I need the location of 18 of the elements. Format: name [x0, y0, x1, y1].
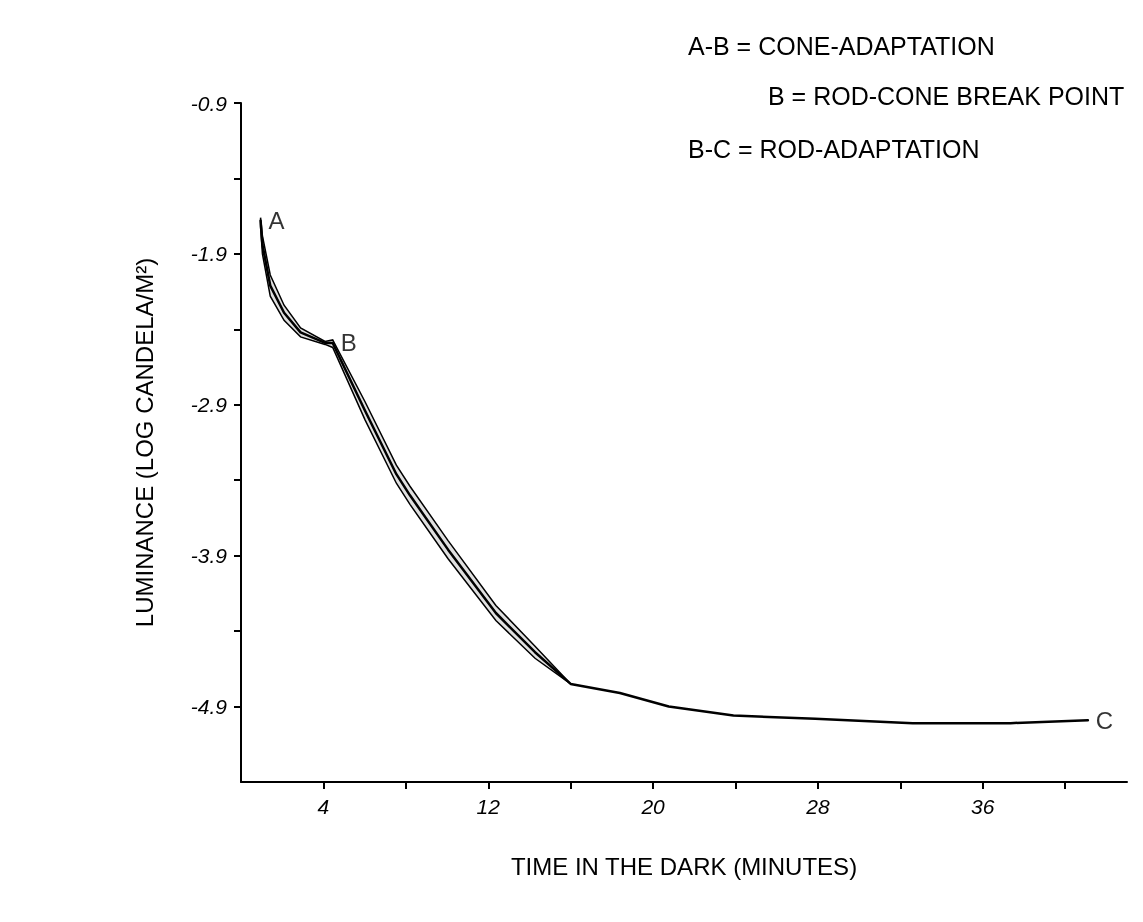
y-tick-label: -4.9: [190, 695, 228, 719]
x-tick-label: 36: [971, 795, 995, 818]
text: A-B = CONE-ADAPTATION: [688, 31, 995, 60]
y-tick-label: -1.9: [190, 242, 228, 266]
x-tick-label: 28: [805, 795, 830, 818]
annotation: B-C = ROD-ADAPTATION: [688, 134, 980, 163]
y-axis-title: LUMINANCE (LOG CANDELA/M²): [130, 257, 158, 628]
annotation: B = ROD-CONE BREAK POINT: [768, 81, 1125, 110]
x-tick-label: 12: [476, 795, 501, 818]
y-tick-label: -2.9: [190, 393, 228, 417]
x-tick-label: 4: [317, 795, 330, 818]
y-tick-label: -3.9: [190, 544, 228, 568]
x-tick-label: 20: [640, 795, 666, 818]
x-axis-title: TIME IN THE DARK (MINUTES): [510, 852, 858, 880]
annotation: C: [1095, 706, 1114, 734]
annotation: A: [268, 207, 285, 235]
y-tick-label: -0.9: [190, 91, 228, 115]
annotation: B: [340, 329, 357, 357]
